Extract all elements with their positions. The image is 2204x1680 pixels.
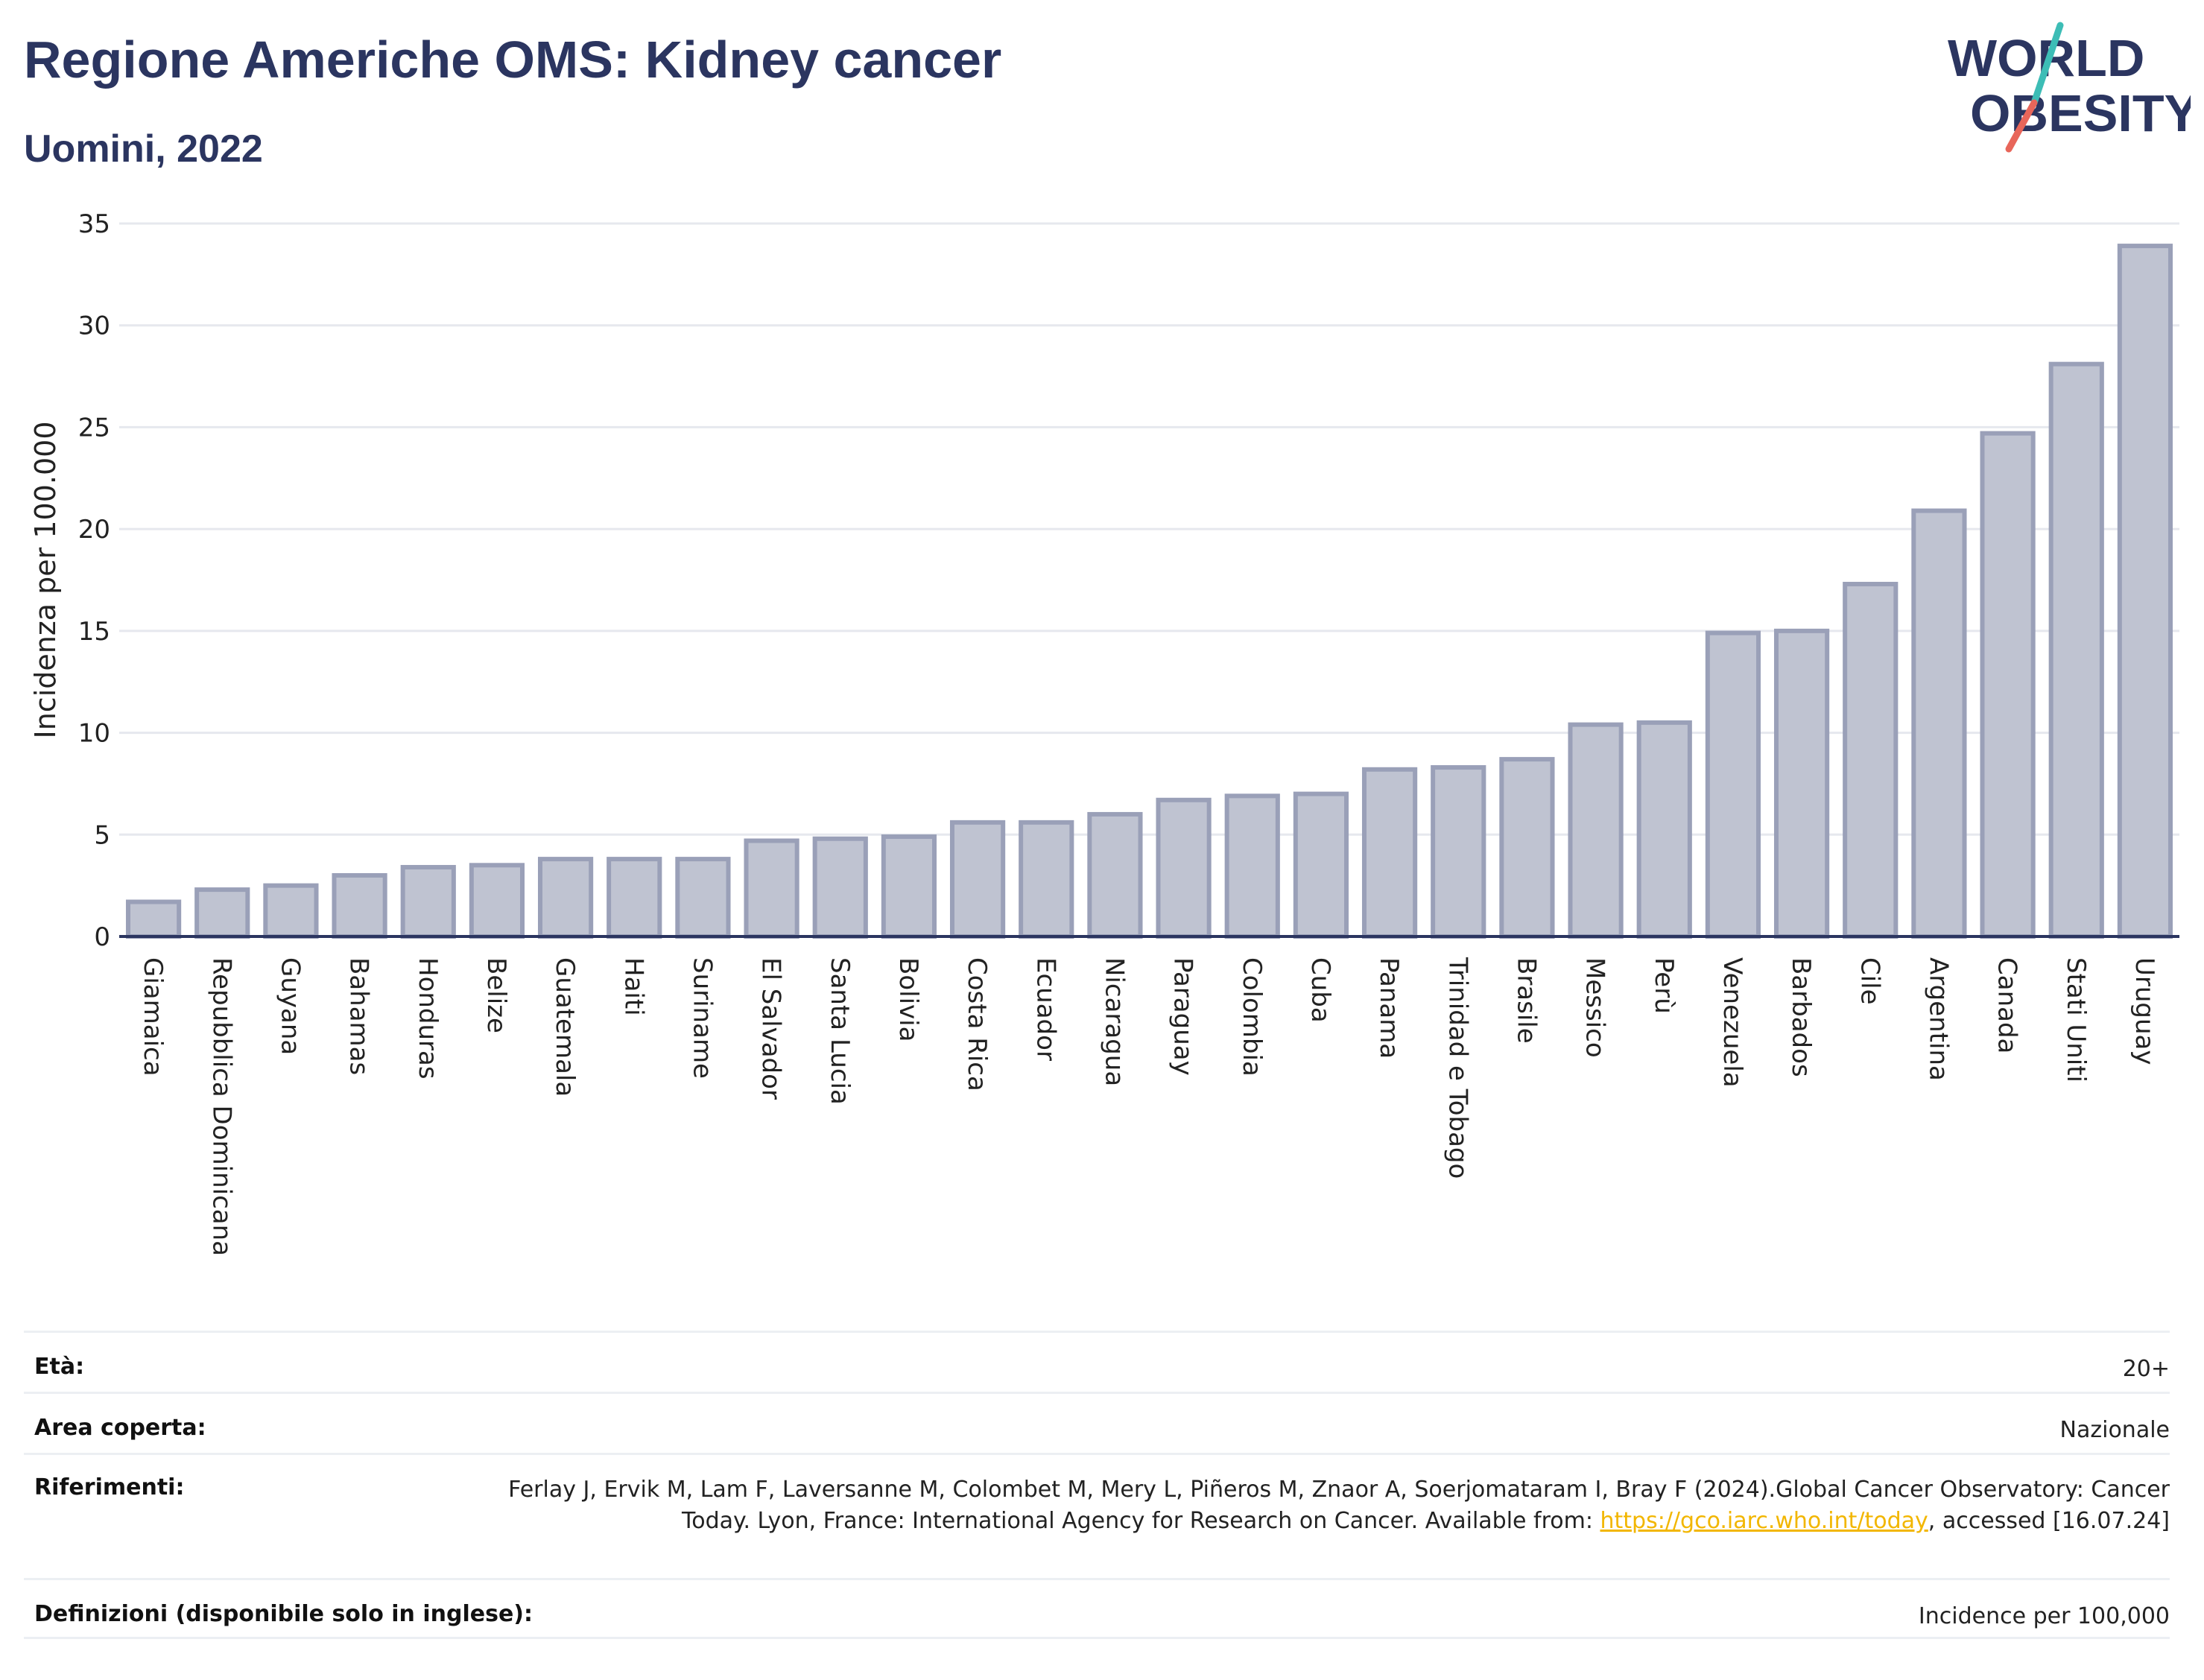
bar [812, 836, 868, 939]
bar [2117, 244, 2173, 939]
definitions-label: Definizioni (disponibile solo in inglese… [34, 1601, 533, 1627]
y-tick-label: 15 [78, 617, 110, 647]
y-axis-title: Incidenza per 100.000 [29, 422, 62, 739]
x-tick-label: Ecuador [1030, 957, 1060, 1061]
y-tick-label: 0 [94, 922, 110, 952]
x-tick-label: Belize [481, 957, 511, 1033]
bar [1019, 820, 1074, 939]
x-tick-label: Messico [1580, 957, 1610, 1058]
bar [1843, 581, 1899, 939]
bar [263, 883, 319, 939]
bar [2048, 361, 2104, 939]
references-text-part2: , accessed [16.07.24] [1928, 1508, 2170, 1534]
x-tick-label: Suriname [687, 957, 717, 1079]
x-tick-label: Guatemala [550, 957, 580, 1097]
definitions-value: Incidence per 100,000 [1918, 1603, 2170, 1629]
logo-slash-top [2030, 22, 2064, 107]
x-tick-label: Costa Rica [962, 957, 992, 1091]
bar-chart: 0 5 10 15 20 25 30 35 Incidenza per 100.000 Giama… [29, 209, 2179, 1256]
x-tick-label: Repubblica Dominicana [206, 957, 236, 1256]
x-tick-label: Bahamas [344, 957, 374, 1075]
x-tick-label: Nicaragua [1099, 957, 1129, 1086]
x-tick-label: Cuba [1305, 957, 1335, 1023]
y-tick-label: 5 [94, 820, 110, 850]
x-tick-label: Perù [1649, 957, 1679, 1014]
bar [1499, 757, 1555, 939]
y-tick-label: 35 [78, 209, 110, 239]
age-value: 20+ [2122, 1356, 2170, 1382]
x-tick-label: Stati Uniti [2061, 957, 2091, 1083]
x-tick-label: Guyana [275, 957, 305, 1055]
x-tick-label: Trinidad e Tobago [1443, 957, 1472, 1179]
x-tick-label: Cile [1855, 957, 1884, 1005]
bar [744, 838, 799, 939]
x-tick-label: Bolivia [893, 957, 923, 1042]
logo-text-obesity: OBESITY [1970, 84, 2191, 142]
area-value: Nazionale [2059, 1417, 2170, 1443]
bar [194, 887, 250, 939]
bar [1773, 628, 1830, 939]
y-tick-label: 30 [78, 311, 110, 341]
x-tick-label: Haiti [618, 957, 648, 1016]
bar [1087, 811, 1143, 939]
age-label: Età: [34, 1354, 85, 1380]
bar [881, 834, 937, 939]
bar [1431, 765, 1486, 939]
area-label: Area coperta: [34, 1415, 206, 1441]
bar [332, 872, 387, 939]
x-tick-label: Honduras [413, 957, 443, 1080]
bar [607, 857, 662, 939]
logo-slash-bottom [2005, 99, 2038, 153]
references-text-part1: Ferlay J, Ervik M, Lam F, Laversanne M, … [508, 1477, 2170, 1534]
x-tick-label: Barbados [1786, 957, 1816, 1077]
bar [469, 863, 525, 939]
y-tick-label: 10 [78, 719, 110, 749]
chart-subtitle: Uomini, 2022 [24, 127, 263, 171]
x-tick-label: Brasile [1511, 957, 1541, 1044]
x-tick-label: Canada [1992, 957, 2022, 1053]
x-tick-label: El Salvador [756, 957, 786, 1100]
bar [1224, 793, 1280, 939]
bar [675, 857, 731, 939]
bar [537, 857, 594, 939]
info-row-definitions: Definizioni (disponibile solo in inglese… [24, 1578, 2170, 1639]
y-tick-label: 20 [78, 515, 110, 545]
bar [1980, 431, 2036, 939]
bar [125, 899, 182, 939]
bar [1705, 630, 1761, 939]
bar [949, 820, 1006, 939]
references-link[interactable]: https://gco.iarc.who.int/today [1600, 1508, 1928, 1534]
x-tick-label: Santa Lucia [825, 957, 855, 1105]
chart-title: Regione Americhe OMS: Kidney cancer [24, 31, 1002, 89]
references-label: Riferimenti: [34, 1474, 185, 1500]
bar [1293, 791, 1349, 939]
x-tick-label: Giamaica [138, 957, 168, 1077]
y-tick-label: 25 [78, 413, 110, 443]
bar [1156, 797, 1212, 939]
x-tick-label: Argentina [1923, 957, 1953, 1081]
x-tick-label: Panama [1374, 957, 1404, 1059]
world-obesity-logo: WORLD OBESITY [1948, 22, 2191, 153]
bar [400, 865, 456, 939]
bar [1568, 722, 1624, 939]
x-tick-label: Colombia [1237, 957, 1267, 1077]
x-tick-label: Venezuela [1717, 957, 1747, 1088]
info-row-references: Riferimenti: Ferlay J, Ervik M, Lam F, L… [24, 1453, 2170, 1578]
references-value: Ferlay J, Ervik M, Lam F, Laversanne M, … [501, 1474, 2170, 1537]
bar [1911, 508, 1967, 939]
bar [1636, 720, 1692, 939]
x-tick-label: Paraguay [1168, 957, 1198, 1076]
bar [1361, 767, 1418, 939]
info-row-area: Area coperta: Nazionale [24, 1392, 2170, 1453]
x-tick-label: Uruguay [2129, 957, 2159, 1065]
info-table: Età: 20+ Area coperta: Nazionale Riferim… [24, 1331, 2170, 1639]
info-row-age: Età: 20+ [24, 1331, 2170, 1392]
